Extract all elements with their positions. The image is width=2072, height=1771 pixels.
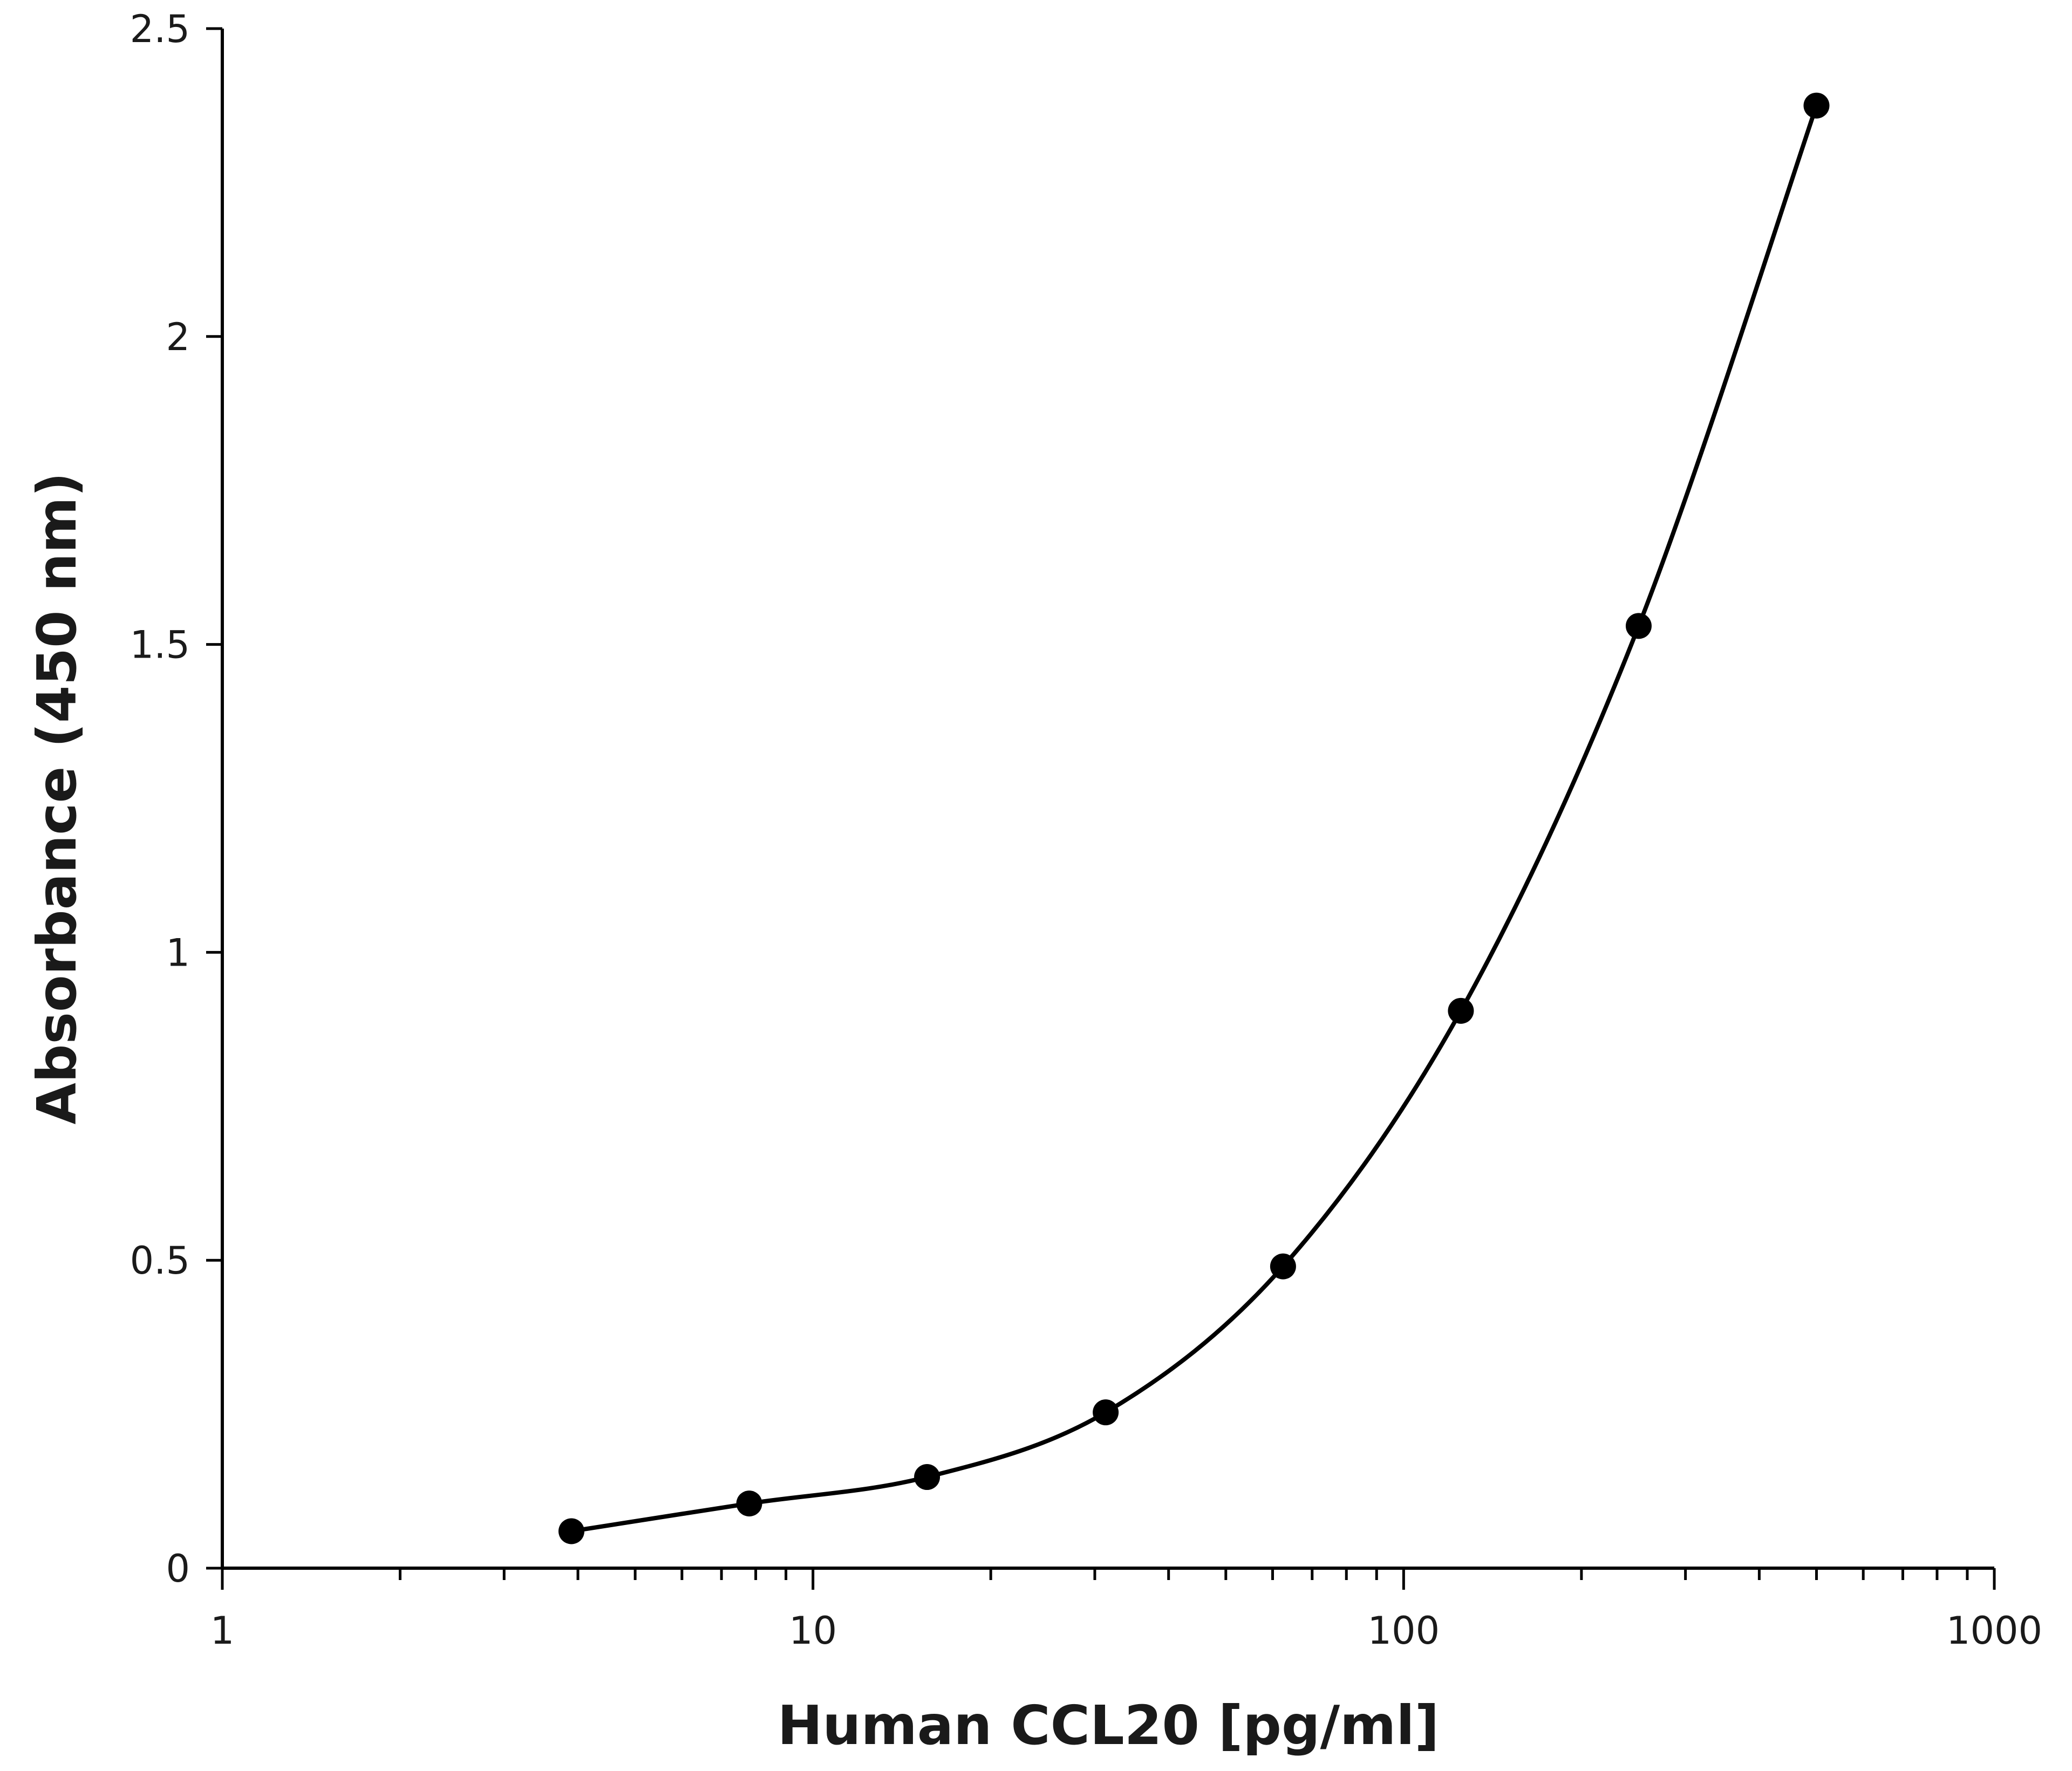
y-tick-label: 2.5 [130,7,190,51]
y-axis-ticks [206,27,222,1570]
data-point [1803,92,1830,119]
data-point [1270,1253,1296,1280]
data-point [1625,613,1652,639]
data-point [736,1490,762,1517]
data-point [1448,997,1474,1024]
x-tick-label: 1 [210,1609,235,1653]
y-tick-label: 2 [166,315,190,359]
data-point [914,1464,940,1490]
y-axis-title: Absorbance (450 nm) [25,472,88,1124]
series-line [569,103,1819,1534]
x-axis-ticks [221,1568,1996,1590]
y-tick-label: 1.5 [130,623,190,667]
data-point [1093,1399,1119,1426]
series-layer [569,103,1819,1534]
x-tick-label: 10 [789,1609,837,1653]
x-axis-title: Human CCL20 [pg/ml] [778,1694,1440,1757]
data-point [558,1518,585,1544]
y-tick-label: 1 [166,931,190,975]
axes [221,29,1994,1570]
y-tick-label: 0 [166,1547,190,1591]
x-tick-label: 1000 [1946,1609,2042,1653]
data-points [558,92,1830,1544]
x-axis-tick-labels: 1 10 100 1000 [210,1609,2042,1653]
y-axis-tick-labels: 0 0.5 1 1.5 2 2.5 [130,7,190,1591]
y-tick-label: 0.5 [130,1239,190,1283]
x-tick-label: 100 [1368,1609,1440,1653]
